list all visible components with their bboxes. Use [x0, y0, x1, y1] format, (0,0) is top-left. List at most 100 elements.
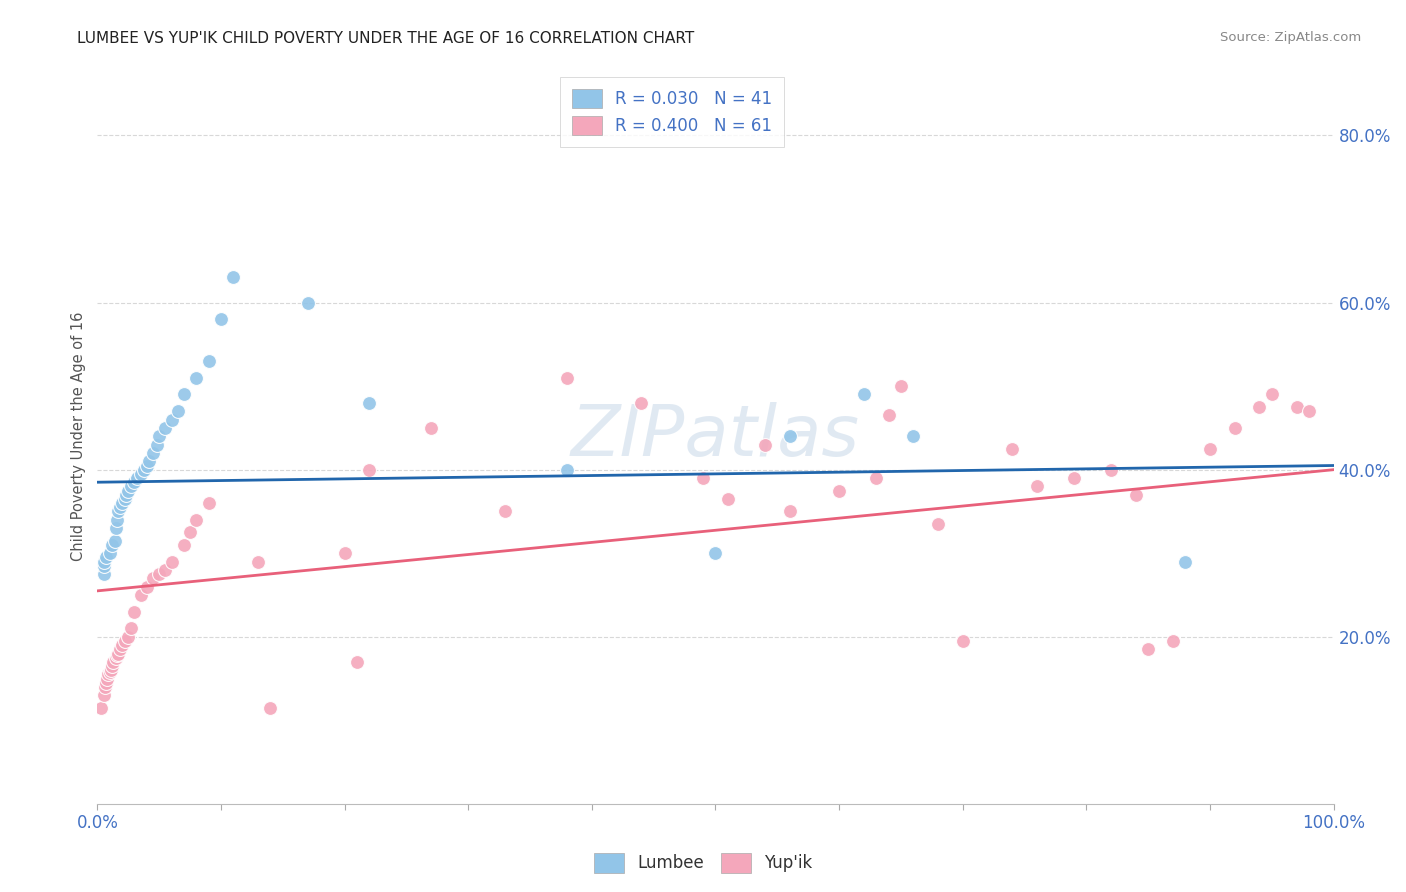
Point	[98, 665, 121, 679]
Point	[94, 675, 117, 690]
Point	[124, 605, 146, 619]
Point	[1174, 555, 1197, 569]
Point	[779, 504, 801, 518]
Point	[1223, 421, 1246, 435]
Point	[98, 546, 121, 560]
Point	[173, 387, 195, 401]
Point	[108, 642, 131, 657]
Point	[142, 571, 165, 585]
Point	[138, 454, 160, 468]
Legend: Lumbee, Yup'ik: Lumbee, Yup'ik	[588, 847, 818, 880]
Point	[155, 563, 177, 577]
Point	[333, 546, 356, 560]
Text: ZIPatlas: ZIPatlas	[571, 401, 860, 471]
Point	[903, 429, 925, 443]
Point	[114, 491, 136, 506]
Point	[692, 471, 714, 485]
Point	[890, 379, 912, 393]
Point	[717, 491, 740, 506]
Text: Source: ZipAtlas.com: Source: ZipAtlas.com	[1220, 31, 1361, 45]
Point	[1001, 442, 1024, 456]
Point	[135, 458, 157, 473]
Point	[90, 701, 112, 715]
Point	[101, 538, 124, 552]
Point	[160, 412, 183, 426]
Text: LUMBEE VS YUP'IK CHILD POVERTY UNDER THE AGE OF 16 CORRELATION CHART: LUMBEE VS YUP'IK CHILD POVERTY UNDER THE…	[77, 31, 695, 46]
Point	[105, 513, 128, 527]
Point	[166, 404, 188, 418]
Point	[114, 488, 136, 502]
Point	[852, 387, 875, 401]
Point	[125, 471, 148, 485]
Point	[96, 672, 118, 686]
Point	[104, 521, 127, 535]
Point	[1161, 634, 1184, 648]
Point	[179, 525, 201, 540]
Point	[247, 555, 270, 569]
Point	[297, 295, 319, 310]
Point	[108, 500, 131, 515]
Point	[952, 634, 974, 648]
Point	[135, 580, 157, 594]
Point	[103, 655, 125, 669]
Point	[93, 558, 115, 573]
Point	[197, 354, 219, 368]
Point	[1063, 471, 1085, 485]
Point	[346, 655, 368, 669]
Y-axis label: Child Poverty Under the Age of 16: Child Poverty Under the Age of 16	[72, 311, 86, 561]
Point	[828, 483, 851, 498]
Point	[779, 429, 801, 443]
Point	[94, 550, 117, 565]
Point	[97, 667, 120, 681]
Point	[129, 467, 152, 481]
Point	[148, 567, 170, 582]
Point	[111, 638, 134, 652]
Point	[1137, 642, 1160, 657]
Point	[107, 647, 129, 661]
Point	[1125, 488, 1147, 502]
Point	[107, 504, 129, 518]
Point	[114, 634, 136, 648]
Point	[259, 701, 281, 715]
Point	[877, 409, 900, 423]
Point	[105, 648, 128, 663]
Point	[186, 513, 208, 527]
Point	[94, 680, 117, 694]
Point	[186, 370, 208, 384]
Point	[155, 421, 177, 435]
Point	[1285, 400, 1308, 414]
Point	[124, 475, 146, 490]
Point	[134, 463, 156, 477]
Point	[93, 567, 115, 582]
Point	[104, 533, 127, 548]
Point	[555, 463, 578, 477]
Point	[117, 483, 139, 498]
Point	[129, 588, 152, 602]
Point	[1298, 404, 1320, 418]
Point	[630, 396, 652, 410]
Point	[104, 650, 127, 665]
Point	[160, 555, 183, 569]
Point	[754, 437, 776, 451]
Point	[1249, 400, 1271, 414]
Point	[120, 479, 142, 493]
Point	[117, 630, 139, 644]
Point	[111, 496, 134, 510]
Point	[148, 429, 170, 443]
Point	[1099, 463, 1122, 477]
Point	[555, 370, 578, 384]
Point	[197, 496, 219, 510]
Point	[359, 396, 381, 410]
Point	[100, 663, 122, 677]
Point	[494, 504, 516, 518]
Point	[142, 446, 165, 460]
Point	[101, 659, 124, 673]
Legend: R = 0.030   N = 41, R = 0.400   N = 61: R = 0.030 N = 41, R = 0.400 N = 61	[561, 77, 785, 147]
Point	[420, 421, 443, 435]
Point	[145, 437, 167, 451]
Point	[1026, 479, 1049, 493]
Point	[704, 546, 727, 560]
Point	[120, 622, 142, 636]
Point	[93, 689, 115, 703]
Point	[209, 312, 232, 326]
